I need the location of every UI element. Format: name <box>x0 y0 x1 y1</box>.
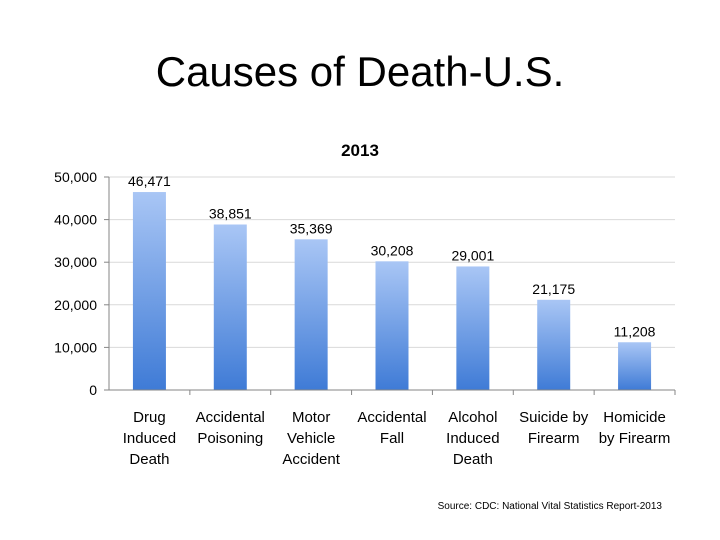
category-label-line: Accidental <box>196 409 265 426</box>
bar <box>294 239 328 390</box>
bar <box>618 342 652 390</box>
category-label: Suicide by Firearm <box>519 409 589 447</box>
category-label-line: Motor <box>292 409 330 426</box>
category-label: Accidental Fall <box>357 409 426 447</box>
category-label-line: by Firearm <box>599 430 671 447</box>
data-label: 11,208 <box>614 323 656 339</box>
category-label-line: Poisoning <box>197 430 263 447</box>
category-label-line: Induced <box>446 430 499 447</box>
y-tick-label: 30,000 <box>54 254 97 270</box>
bar <box>375 261 409 390</box>
bar <box>537 299 571 390</box>
category-label-line: Induced <box>123 430 176 447</box>
category-label: Alcohol Induced Death <box>446 409 499 468</box>
chart-title: 2013 <box>341 141 379 160</box>
bar <box>213 224 247 390</box>
category-label: Motor Vehicle Accident <box>282 409 340 468</box>
y-tick-label: 20,000 <box>54 297 97 313</box>
category-label-line: Firearm <box>528 430 580 447</box>
category-label: Homicide by Firearm <box>599 409 671 447</box>
y-tick-label: 50,000 <box>54 169 97 185</box>
category-label-line: Suicide by <box>519 409 589 426</box>
y-tick-label: 10,000 <box>54 339 97 355</box>
slide-title: Causes of Death-U.S. <box>155 48 565 95</box>
category-label-line: Accident <box>282 451 340 468</box>
data-label: 35,369 <box>290 220 333 236</box>
category-label-line: Alcohol <box>448 409 497 426</box>
category-label-line: Death <box>453 451 493 468</box>
category-label-line: Accidental <box>357 409 426 426</box>
category-label-line: Vehicle <box>287 430 335 447</box>
y-tick-label: 0 <box>89 382 97 398</box>
category-label-line: Death <box>129 451 169 468</box>
data-label: 29,001 <box>451 247 494 263</box>
data-label: 38,851 <box>209 205 252 221</box>
y-tick-label: 40,000 <box>54 212 97 228</box>
category-label: Drug Induced Death <box>123 409 176 468</box>
data-label: 30,208 <box>371 242 414 258</box>
category-label-line: Homicide <box>603 409 666 426</box>
category-label-line: Drug <box>133 409 166 426</box>
bar <box>456 266 490 390</box>
category-label: Accidental Poisoning <box>196 409 265 447</box>
source-note: Source: CDC: National Vital Statistics R… <box>437 501 662 512</box>
category-label-line: Fall <box>380 430 404 447</box>
data-label: 46,471 <box>128 173 171 189</box>
bar <box>132 192 166 390</box>
data-label: 21,175 <box>532 281 575 297</box>
